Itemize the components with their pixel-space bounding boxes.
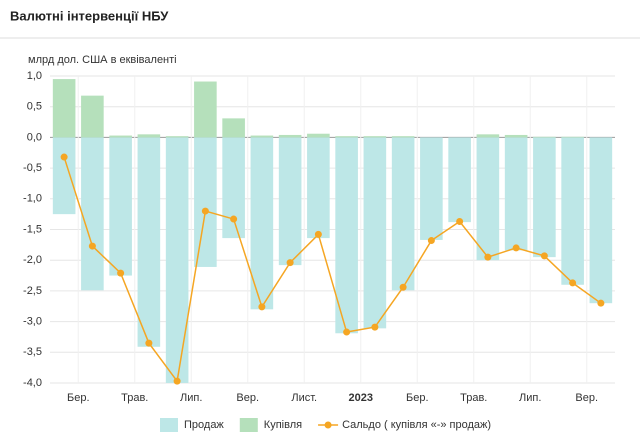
x-tick-label: Вер.: [575, 392, 598, 404]
legend-swatch: [239, 418, 258, 432]
point: [314, 230, 322, 238]
legend-marker: [324, 421, 332, 429]
bar: [307, 137, 330, 239]
y-tick-label: 1,0: [27, 70, 42, 82]
y-tick-label: 0,5: [27, 101, 42, 113]
point: [343, 328, 351, 336]
y-tick-label: -4,0: [23, 377, 42, 389]
point: [201, 207, 209, 215]
bar: [278, 137, 302, 266]
bar: [504, 137, 528, 251]
bar: [335, 137, 358, 334]
bar: [250, 137, 274, 310]
point: [145, 339, 153, 347]
bar: [52, 79, 76, 138]
bar: [137, 134, 161, 138]
point: [173, 377, 181, 385]
bar: [391, 137, 415, 291]
line: [63, 156, 602, 384]
bar: [109, 137, 132, 276]
x-tick-label: Трав.: [460, 392, 487, 404]
bar: [137, 137, 161, 347]
bar: [391, 136, 415, 138]
y-axis-label: млрд дол. США в еквіваленті: [28, 54, 177, 66]
point: [371, 323, 379, 331]
x-tick-label: Лип.: [519, 392, 541, 404]
point: [230, 215, 238, 223]
point: [540, 252, 548, 260]
bar: [476, 134, 500, 138]
bar: [561, 136, 584, 138]
point: [456, 218, 464, 226]
x-tick-label: Бер.: [67, 392, 90, 404]
bar: [420, 137, 443, 240]
bar: [476, 137, 500, 261]
point: [484, 253, 492, 261]
legend-label: Купівля: [264, 419, 302, 431]
point: [117, 269, 125, 277]
y-tick-label: -0,5: [23, 162, 42, 174]
y-tick-label: 0,0: [27, 131, 42, 143]
bar: [561, 137, 584, 285]
point: [399, 283, 407, 291]
point: [60, 153, 68, 161]
bar: [81, 137, 104, 291]
y-tick-label: -1,0: [23, 193, 42, 205]
x-tick-label: Лип.: [180, 392, 202, 404]
bar: [335, 136, 358, 138]
y-tick-label: -1,5: [23, 223, 42, 235]
bar: [222, 137, 245, 239]
bar: [363, 137, 387, 329]
x-tick-label: Трав.: [121, 392, 148, 404]
bar: [194, 81, 217, 138]
bar: [504, 134, 528, 138]
bar: [165, 137, 189, 383]
x-tick-label: Лист.: [291, 392, 317, 404]
bar: [533, 137, 556, 258]
bar: [81, 95, 104, 138]
bar: [307, 133, 330, 138]
bar: [109, 135, 132, 138]
point: [88, 242, 96, 250]
x-tick-label: 2023: [349, 392, 373, 404]
y-tick-label: -3,0: [23, 316, 42, 328]
bar: [194, 137, 217, 267]
x-tick-label: Бер.: [406, 392, 429, 404]
bar: [589, 137, 613, 304]
point: [427, 237, 435, 245]
bar: [165, 136, 189, 138]
bar: [250, 135, 274, 138]
x-tick-label: Вер.: [236, 392, 259, 404]
point: [569, 279, 577, 287]
bar: [52, 137, 76, 215]
y-tick-label: -2,0: [23, 254, 42, 266]
legend-swatch: [160, 418, 178, 432]
bar: [448, 137, 471, 223]
bar: [222, 118, 245, 138]
bar: [533, 136, 556, 138]
point: [286, 259, 294, 267]
y-tick-label: -2,5: [23, 285, 42, 297]
point: [597, 299, 605, 307]
bar: [363, 136, 387, 138]
legend-label: Продаж: [184, 419, 224, 431]
y-tick-label: -3,5: [23, 346, 42, 358]
chart-title: Валютні інтервенції НБУ: [10, 8, 169, 23]
legend-label: Сальдо ( купівля «-» продаж): [342, 419, 491, 431]
bar: [278, 134, 302, 138]
point: [512, 244, 520, 252]
point: [258, 303, 266, 311]
